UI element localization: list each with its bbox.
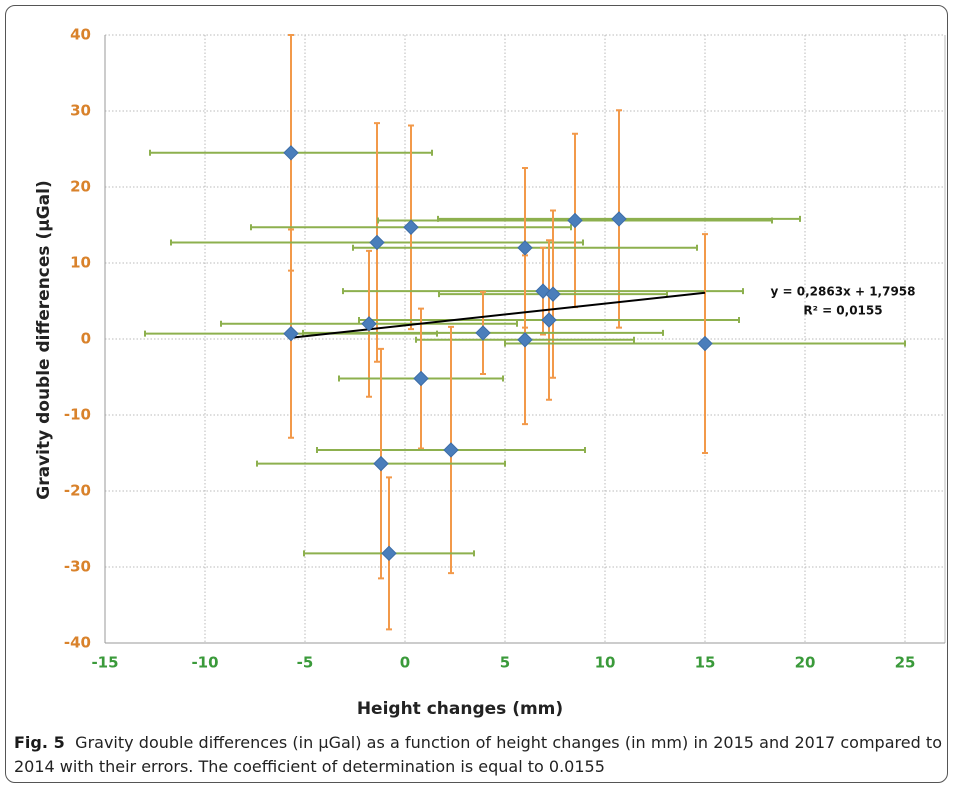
data-point: [541, 312, 557, 328]
data-point: [567, 212, 583, 229]
data-point: [373, 455, 389, 472]
y-tick-label: -40: [64, 634, 91, 652]
caption-label: Fig. 5: [14, 733, 65, 752]
data-point: [517, 332, 533, 348]
y-tick-label: 10: [70, 254, 91, 272]
chart: Height changes (mm) Gravity double diffe…: [34, 26, 946, 719]
x-axis-title: Height changes (mm): [357, 699, 563, 719]
data-point: [361, 316, 377, 332]
x-tick-label: -10: [191, 654, 218, 672]
caption: Fig. 5 Gravity double differences (in µG…: [14, 731, 942, 779]
y-tick-label: 20: [70, 178, 91, 196]
data-point: [517, 240, 533, 256]
x-tick-label: 15: [695, 654, 716, 672]
data-point: [403, 219, 419, 235]
x-tick-label: 25: [895, 654, 916, 672]
data-point: [475, 325, 491, 341]
y-tick-label: -20: [64, 482, 91, 500]
x-tick-label: 20: [795, 654, 816, 672]
y-tick-label: 40: [70, 26, 91, 44]
y-tick-label: -10: [64, 406, 91, 424]
data-point: [369, 234, 385, 251]
data-point: [697, 335, 713, 352]
x-tick-label: -15: [91, 654, 118, 672]
trend-line: [290, 291, 706, 339]
data-point: [283, 145, 299, 161]
caption-text: Gravity double differences (in µGal) as …: [14, 733, 942, 776]
x-tick-label: -5: [297, 654, 314, 672]
data-point: [611, 211, 627, 227]
x-tick-label: 10: [595, 654, 616, 672]
x-tick-label: 5: [500, 654, 510, 672]
trendline-equation: y = 0,2863x + 1,7958: [771, 285, 916, 299]
data-point: [413, 370, 429, 387]
y-tick-label: -30: [64, 558, 91, 576]
trendline-r2: R² = 0,0155: [803, 304, 882, 318]
y-tick-label: 0: [81, 330, 91, 348]
data-point: [443, 442, 459, 458]
figure-frame: [5, 5, 948, 783]
x-tick-label: 0: [400, 654, 410, 672]
data-point: [545, 286, 561, 302]
y-tick-label: 30: [70, 102, 91, 120]
data-point: [283, 325, 299, 342]
data-point: [381, 545, 397, 562]
y-axis-title: Gravity double differences (µGal): [34, 180, 54, 500]
